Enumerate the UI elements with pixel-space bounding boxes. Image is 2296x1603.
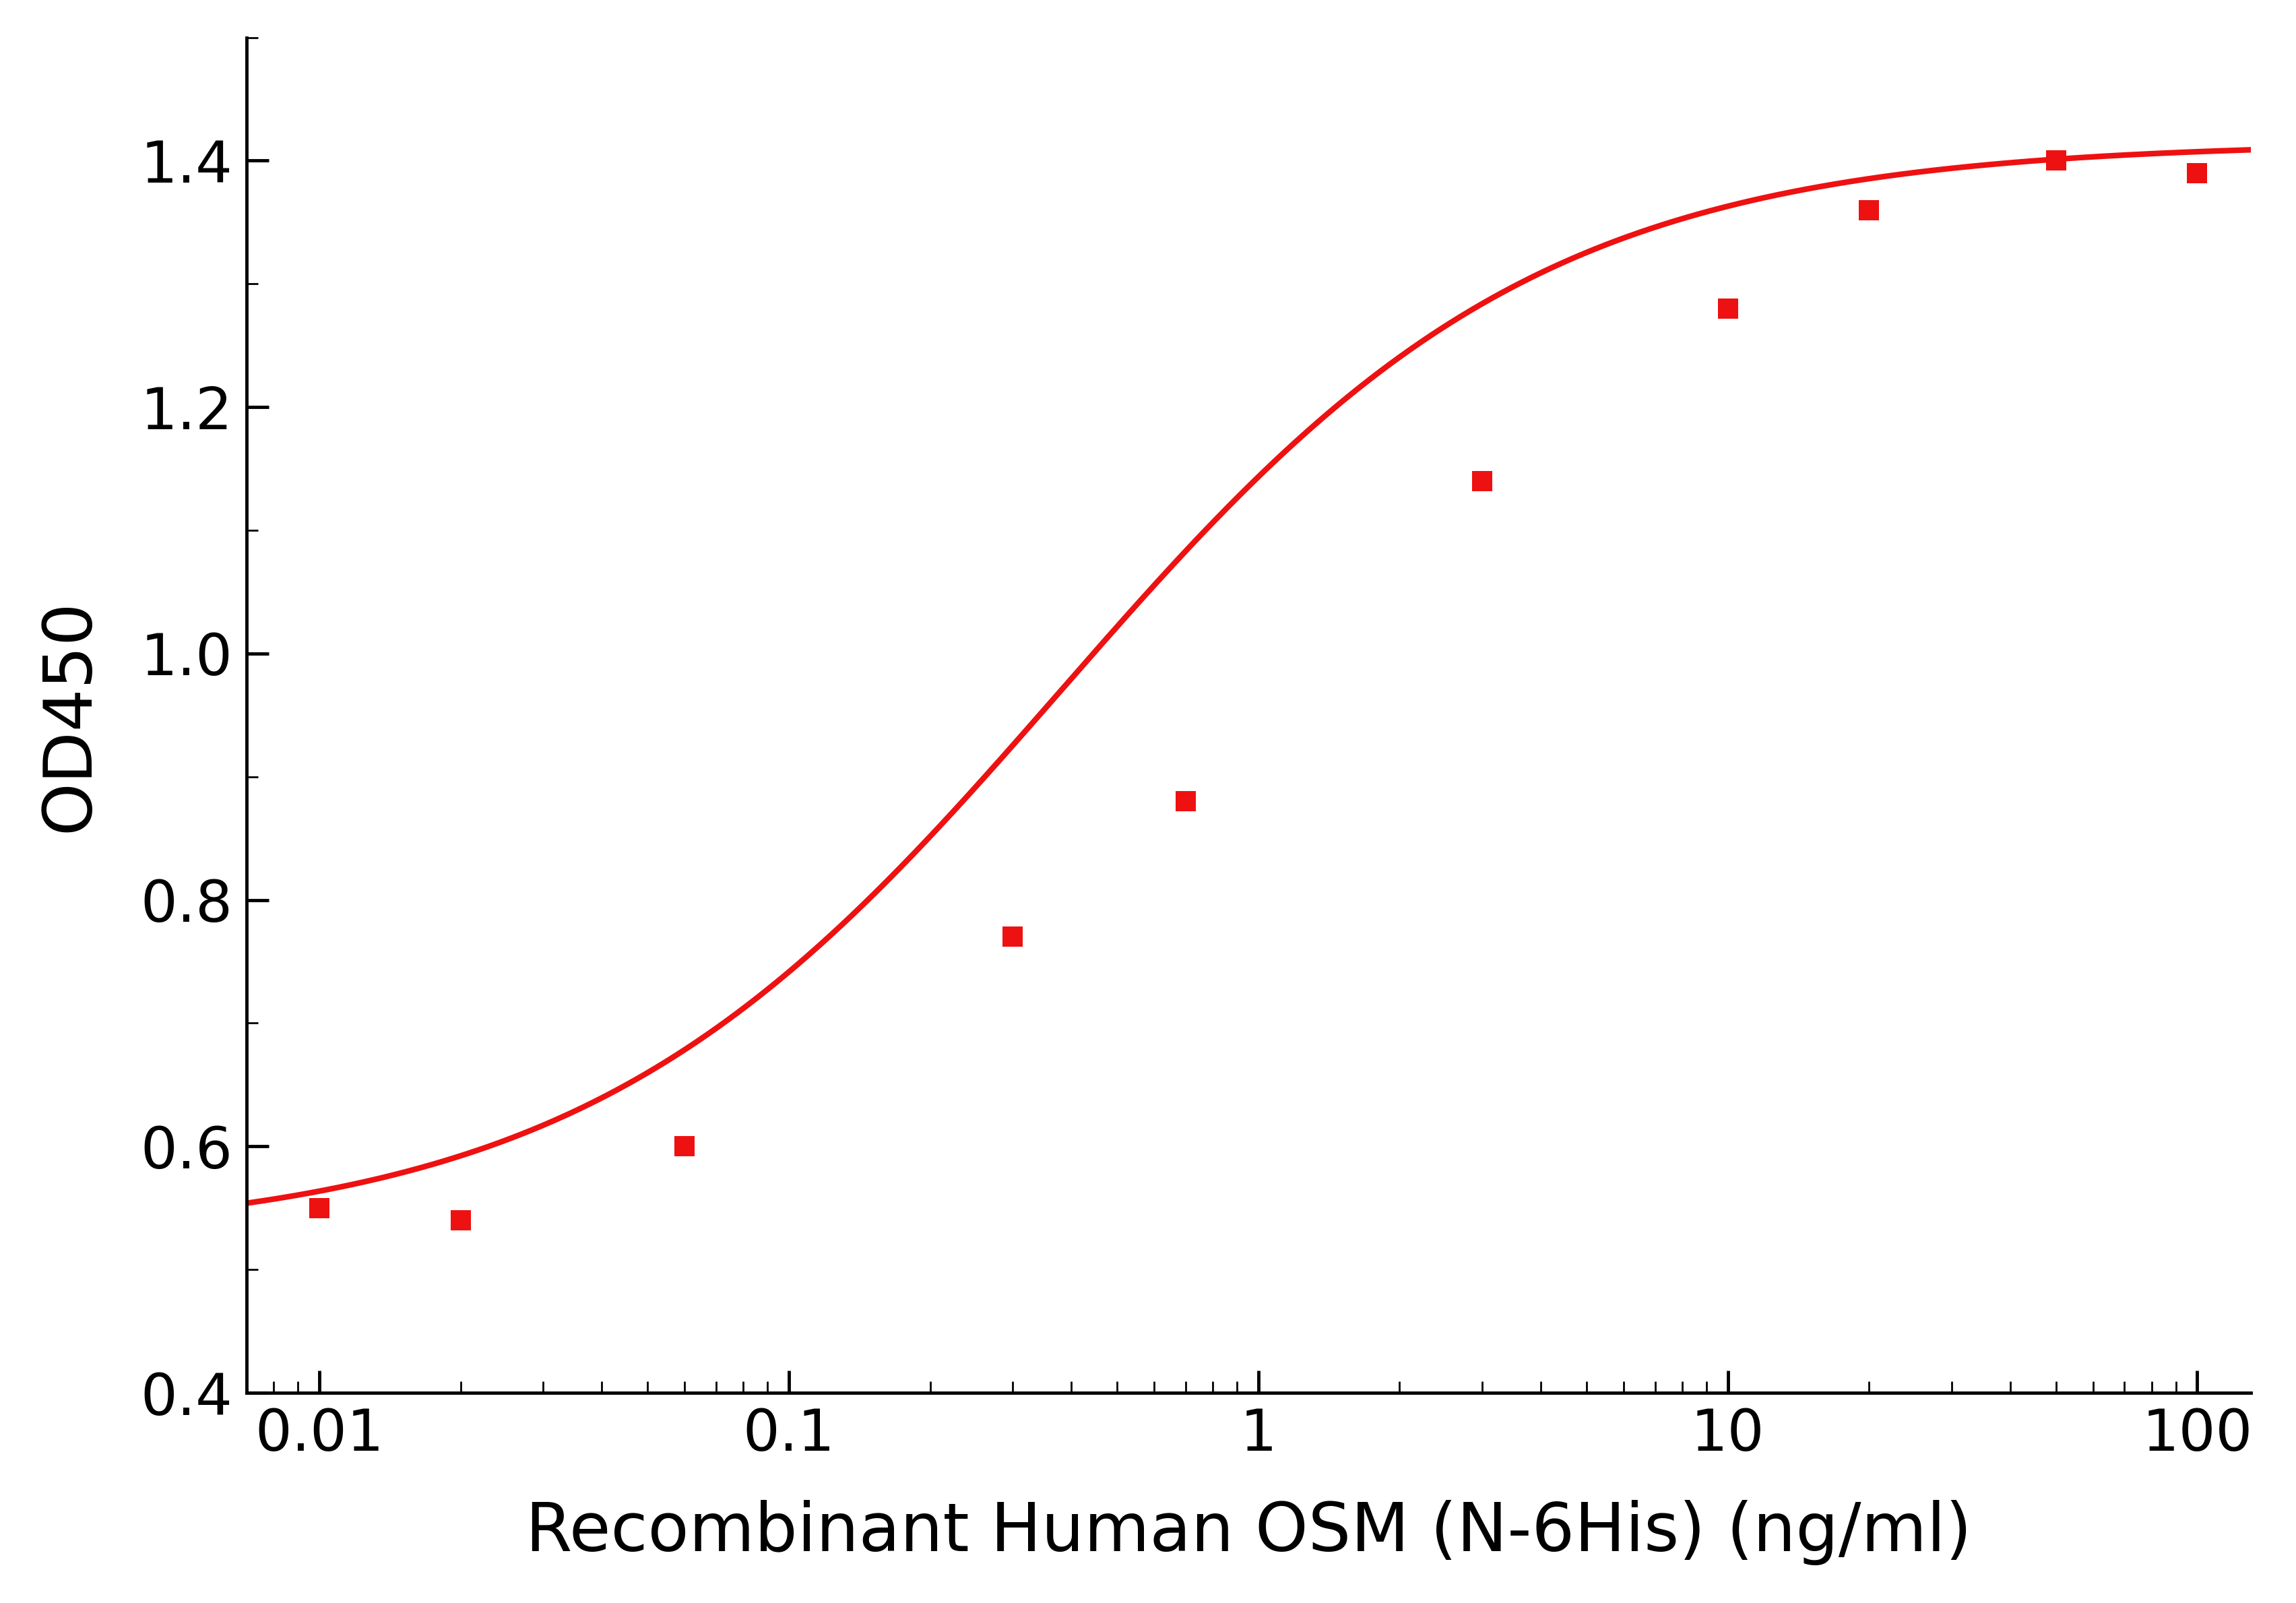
Point <box>2179 160 2216 186</box>
Y-axis label: OD450: OD450 <box>37 598 103 832</box>
Point <box>2037 147 2073 173</box>
Point <box>1465 468 1502 494</box>
Point <box>1166 789 1203 814</box>
X-axis label: Recombinant Human OSM (N-6His) (ng/ml): Recombinant Human OSM (N-6His) (ng/ml) <box>526 1500 1972 1566</box>
Point <box>1711 295 1747 321</box>
Point <box>301 1196 338 1221</box>
Point <box>1851 197 1887 223</box>
Point <box>994 923 1031 949</box>
Point <box>443 1207 480 1233</box>
Point <box>666 1133 703 1159</box>
